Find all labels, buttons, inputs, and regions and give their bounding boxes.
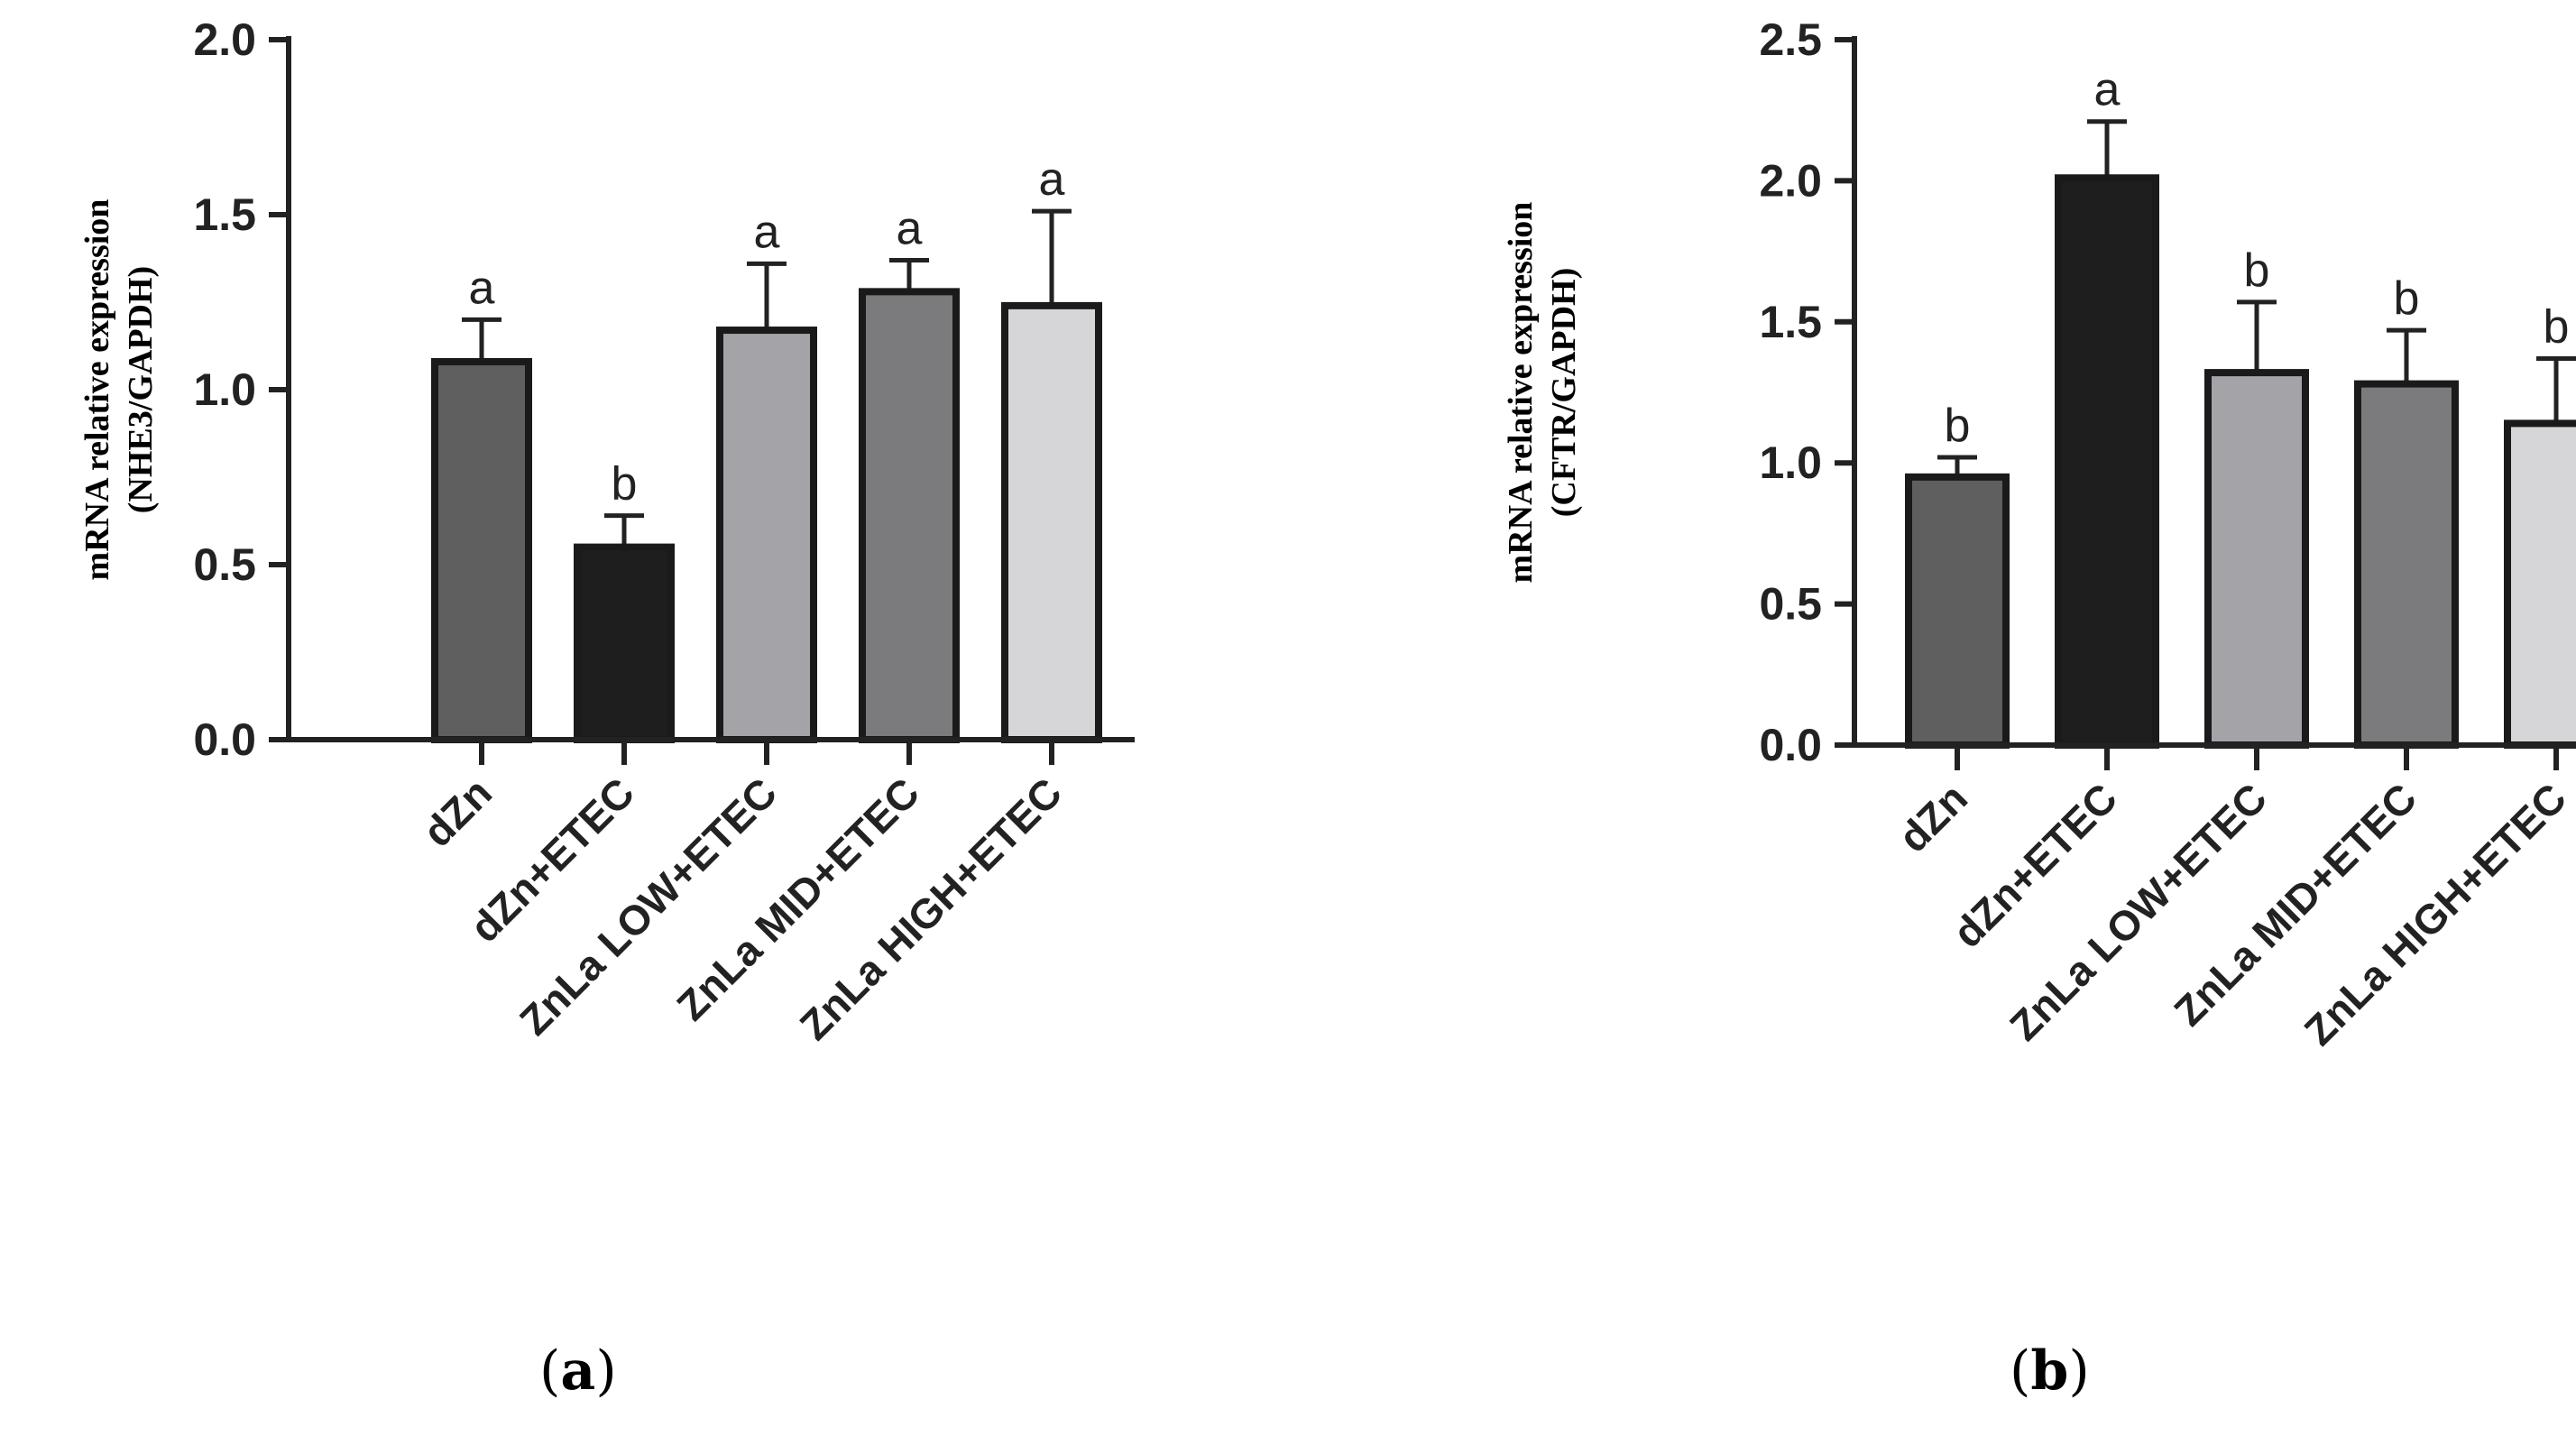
y-tick-label-a: 1.5 <box>193 189 256 240</box>
y-tick-label-a: 2.0 <box>193 14 256 65</box>
bar-a <box>1001 301 1102 743</box>
significance-letter-b: b <box>2244 244 2270 297</box>
y-tick-label-b: 0.5 <box>1759 579 1822 630</box>
significance-letter-a: b <box>612 458 638 511</box>
bar-b <box>2055 174 2159 750</box>
y-axis-label-b-line1: mRNA relative expression <box>1502 202 1540 584</box>
category-label-b: dZn <box>1890 774 1976 861</box>
bar-a <box>716 327 817 743</box>
significance-letter-b: b <box>2394 272 2420 325</box>
category-label-b: ZnLa LOW+ETEC <box>2001 774 2276 1049</box>
chart-panel-a: mRNA relative expression (NHE3/GAPDH) 0.0 0… <box>78 14 1135 1049</box>
y-axis-label-a-line2: (NHE3/GAPDH) <box>122 266 160 513</box>
bar-b <box>2504 419 2576 749</box>
caption-a: (a) <box>539 1339 617 1403</box>
y-axis-label-b-line2: (CFTR/GAPDH) <box>1545 268 1583 518</box>
significance-letter-b: b <box>1945 400 1971 452</box>
significance-letter-b: a <box>2094 64 2121 116</box>
y-tick-label-b: 0.0 <box>1759 720 1822 770</box>
significance-letter-a: a <box>897 202 923 254</box>
caption-a-open: ( <box>539 1339 561 1403</box>
bar-a <box>574 543 675 743</box>
bar-a <box>859 288 960 743</box>
bar-b <box>2204 369 2309 749</box>
significance-letter-b: b <box>2544 300 2570 353</box>
y-tick-label-b: 1.0 <box>1759 437 1822 488</box>
y-tick-label-a: 1.0 <box>193 364 256 415</box>
category-label-b: ZnLa HIGH+ETEC <box>2295 774 2575 1054</box>
caption-b-open: ( <box>2010 1339 2031 1403</box>
y-tick-label-b: 2.0 <box>1759 155 1822 206</box>
caption-a-letter: a <box>560 1339 596 1403</box>
caption-b-letter: b <box>2030 1339 2069 1403</box>
significance-letter-a: a <box>469 262 495 314</box>
caption-b: (b) <box>2010 1339 2090 1403</box>
category-label-a: ZnLa MID+ETEC <box>667 769 928 1029</box>
bar-a <box>431 357 532 743</box>
y-axis-label-a-line1: mRNA relative expression <box>78 199 116 581</box>
y-tick-label-a: 0.0 <box>193 714 256 765</box>
significance-letter-a: a <box>754 206 780 258</box>
category-label-a: ZnLa HIGH+ETEC <box>790 769 1071 1049</box>
category-label-a: dZn <box>414 769 501 855</box>
bar-b <box>1905 473 2010 750</box>
y-tick-label-b: 2.5 <box>1759 14 1822 65</box>
bar-b <box>2354 380 2459 749</box>
y-tick-label-a: 0.5 <box>193 539 256 590</box>
significance-letter-a: a <box>1039 153 1065 206</box>
y-tick-label-b: 1.5 <box>1759 297 1822 347</box>
caption-b-close: ) <box>2068 1339 2090 1403</box>
category-label-a: ZnLa LOW+ETEC <box>511 769 786 1044</box>
caption-a-close: ) <box>595 1339 617 1403</box>
chart-panel-b: mRNA relative expression (CFTR/GAPDH) 0.0 0… <box>1502 14 2576 1054</box>
